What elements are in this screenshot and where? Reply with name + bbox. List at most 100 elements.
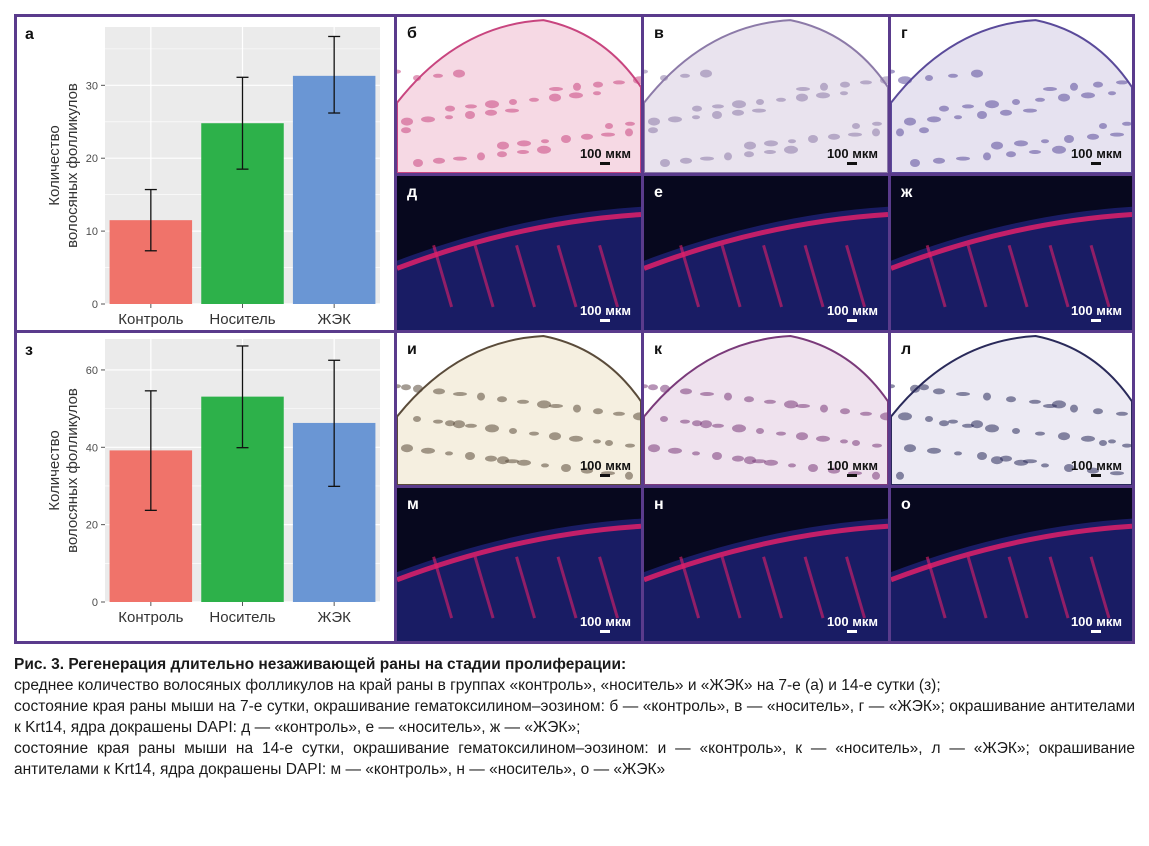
scale-bar-label: 100 мкм bbox=[1070, 614, 1122, 629]
tissue-cell bbox=[569, 92, 583, 99]
tissue-cell bbox=[581, 133, 593, 140]
tissue-section bbox=[891, 19, 1132, 173]
tissue-cell bbox=[692, 115, 700, 120]
tissue-cell bbox=[820, 404, 828, 413]
tissue-cell bbox=[573, 82, 581, 91]
scale-bar-line bbox=[1091, 630, 1102, 633]
tissue-cell bbox=[1058, 93, 1070, 102]
follicle-signal bbox=[515, 556, 536, 619]
micrograph-letter: в bbox=[654, 25, 664, 42]
tissue-cell bbox=[660, 75, 668, 81]
micrograph-9: л 100 мкм bbox=[891, 333, 1132, 485]
x-tick-label: ЖЭК bbox=[317, 311, 351, 328]
micrograph-letter: г bbox=[901, 25, 908, 42]
scale-bar: 100 мкм bbox=[580, 146, 631, 165]
tissue-cell bbox=[732, 455, 744, 462]
tissue-cell bbox=[644, 69, 648, 74]
tissue-cell bbox=[991, 456, 1003, 465]
tissue-cell bbox=[904, 117, 916, 126]
scale-bar: 100 мкм bbox=[1071, 614, 1122, 633]
tissue-cell bbox=[910, 159, 920, 167]
scale-bar-label: 100 мкм bbox=[1070, 303, 1122, 318]
tissue-cell bbox=[505, 459, 519, 464]
micrograph-7: и 100 мкм bbox=[397, 333, 641, 485]
y-axis-label-line2: волосяных фолликулов bbox=[64, 83, 81, 248]
follicle-signal bbox=[473, 244, 495, 308]
tissue-cell bbox=[752, 459, 766, 464]
tissue-cell bbox=[680, 419, 690, 424]
tissue-cell bbox=[732, 109, 744, 116]
tissue-cell bbox=[796, 87, 810, 91]
tissue-cell bbox=[413, 75, 421, 81]
tissue-cell bbox=[680, 157, 692, 164]
scale-bar: 100 мкм bbox=[1071, 146, 1122, 165]
scale-bar-label: 100 мкм bbox=[826, 146, 878, 161]
follicle-signal bbox=[556, 244, 578, 308]
scale-bar-label: 100 мкм bbox=[826, 614, 878, 629]
follicle-signal bbox=[432, 556, 454, 619]
tissue-cell bbox=[724, 392, 732, 401]
tissue-cell bbox=[692, 420, 702, 427]
tissue-cell bbox=[593, 439, 601, 444]
tissue-cell bbox=[700, 156, 714, 161]
tissue-cell bbox=[413, 416, 421, 422]
tissue-cell bbox=[529, 97, 539, 102]
tissue-cell bbox=[977, 111, 987, 119]
tissue-cell bbox=[1052, 145, 1066, 154]
tissue-cell bbox=[891, 384, 895, 389]
krt14-signal bbox=[644, 212, 888, 271]
tissue-cell bbox=[840, 439, 848, 444]
scale-bar-line bbox=[600, 319, 611, 322]
dapi-signal bbox=[397, 206, 641, 330]
tissue-section bbox=[644, 335, 888, 485]
krt14-signal bbox=[891, 523, 1132, 583]
figure-caption: Рис. 3. Регенерация длительно незаживающ… bbox=[14, 654, 1135, 780]
tissue-cell bbox=[933, 388, 945, 395]
tissue-cell bbox=[910, 384, 920, 393]
tissue-cell bbox=[712, 423, 724, 428]
tissue-cell bbox=[660, 384, 670, 393]
scale-bar-line bbox=[847, 162, 858, 165]
scale-bar: 100 мкм bbox=[827, 146, 878, 165]
tissue-cell bbox=[660, 159, 670, 167]
tissue-cell bbox=[413, 159, 423, 167]
tissue-cell bbox=[549, 87, 563, 91]
tissue-cell bbox=[808, 135, 818, 143]
tissue-cell bbox=[925, 75, 933, 81]
x-tick-label: Контроль bbox=[118, 311, 183, 328]
tissue-cell bbox=[477, 152, 485, 161]
follicle-signal bbox=[679, 556, 701, 619]
micrograph-image bbox=[397, 176, 641, 330]
tissue-cell bbox=[465, 104, 477, 109]
dapi-signal bbox=[644, 206, 888, 330]
tissue-cell bbox=[601, 132, 615, 137]
micrograph-5: е 100 мкм bbox=[644, 176, 888, 330]
tissue-cell bbox=[625, 471, 633, 480]
tissue-cell bbox=[954, 115, 962, 120]
follicle-signal bbox=[1048, 244, 1070, 308]
tissue-cell bbox=[712, 452, 722, 460]
tissue-cell bbox=[505, 108, 519, 113]
scale-bar-line bbox=[1091, 162, 1102, 165]
tissue-cell bbox=[453, 69, 465, 78]
follicle-signal bbox=[598, 556, 619, 619]
tissue-cell bbox=[784, 145, 798, 154]
tissue-cell bbox=[648, 444, 660, 453]
micrograph-letter: д bbox=[407, 184, 418, 201]
tissue-cell bbox=[954, 451, 962, 456]
follicle-signal bbox=[925, 556, 947, 619]
dapi-signal bbox=[644, 518, 888, 641]
tissue-cell bbox=[1023, 459, 1037, 464]
tissue-cell bbox=[509, 428, 517, 434]
panel-letter: а bbox=[25, 26, 34, 43]
tissue-cell bbox=[549, 93, 561, 102]
tissue-cell bbox=[1064, 135, 1074, 143]
micrograph-2: в 100 мкм bbox=[644, 17, 888, 173]
panel-letter: з bbox=[25, 342, 33, 359]
tissue-cell bbox=[828, 133, 840, 140]
tissue-cell bbox=[581, 467, 593, 474]
follicle-signal bbox=[515, 244, 536, 308]
tissue-cell bbox=[497, 141, 509, 150]
caption-title: Рис. 3. Регенерация длительно незаживающ… bbox=[14, 656, 627, 673]
tissue-cell bbox=[744, 151, 754, 158]
